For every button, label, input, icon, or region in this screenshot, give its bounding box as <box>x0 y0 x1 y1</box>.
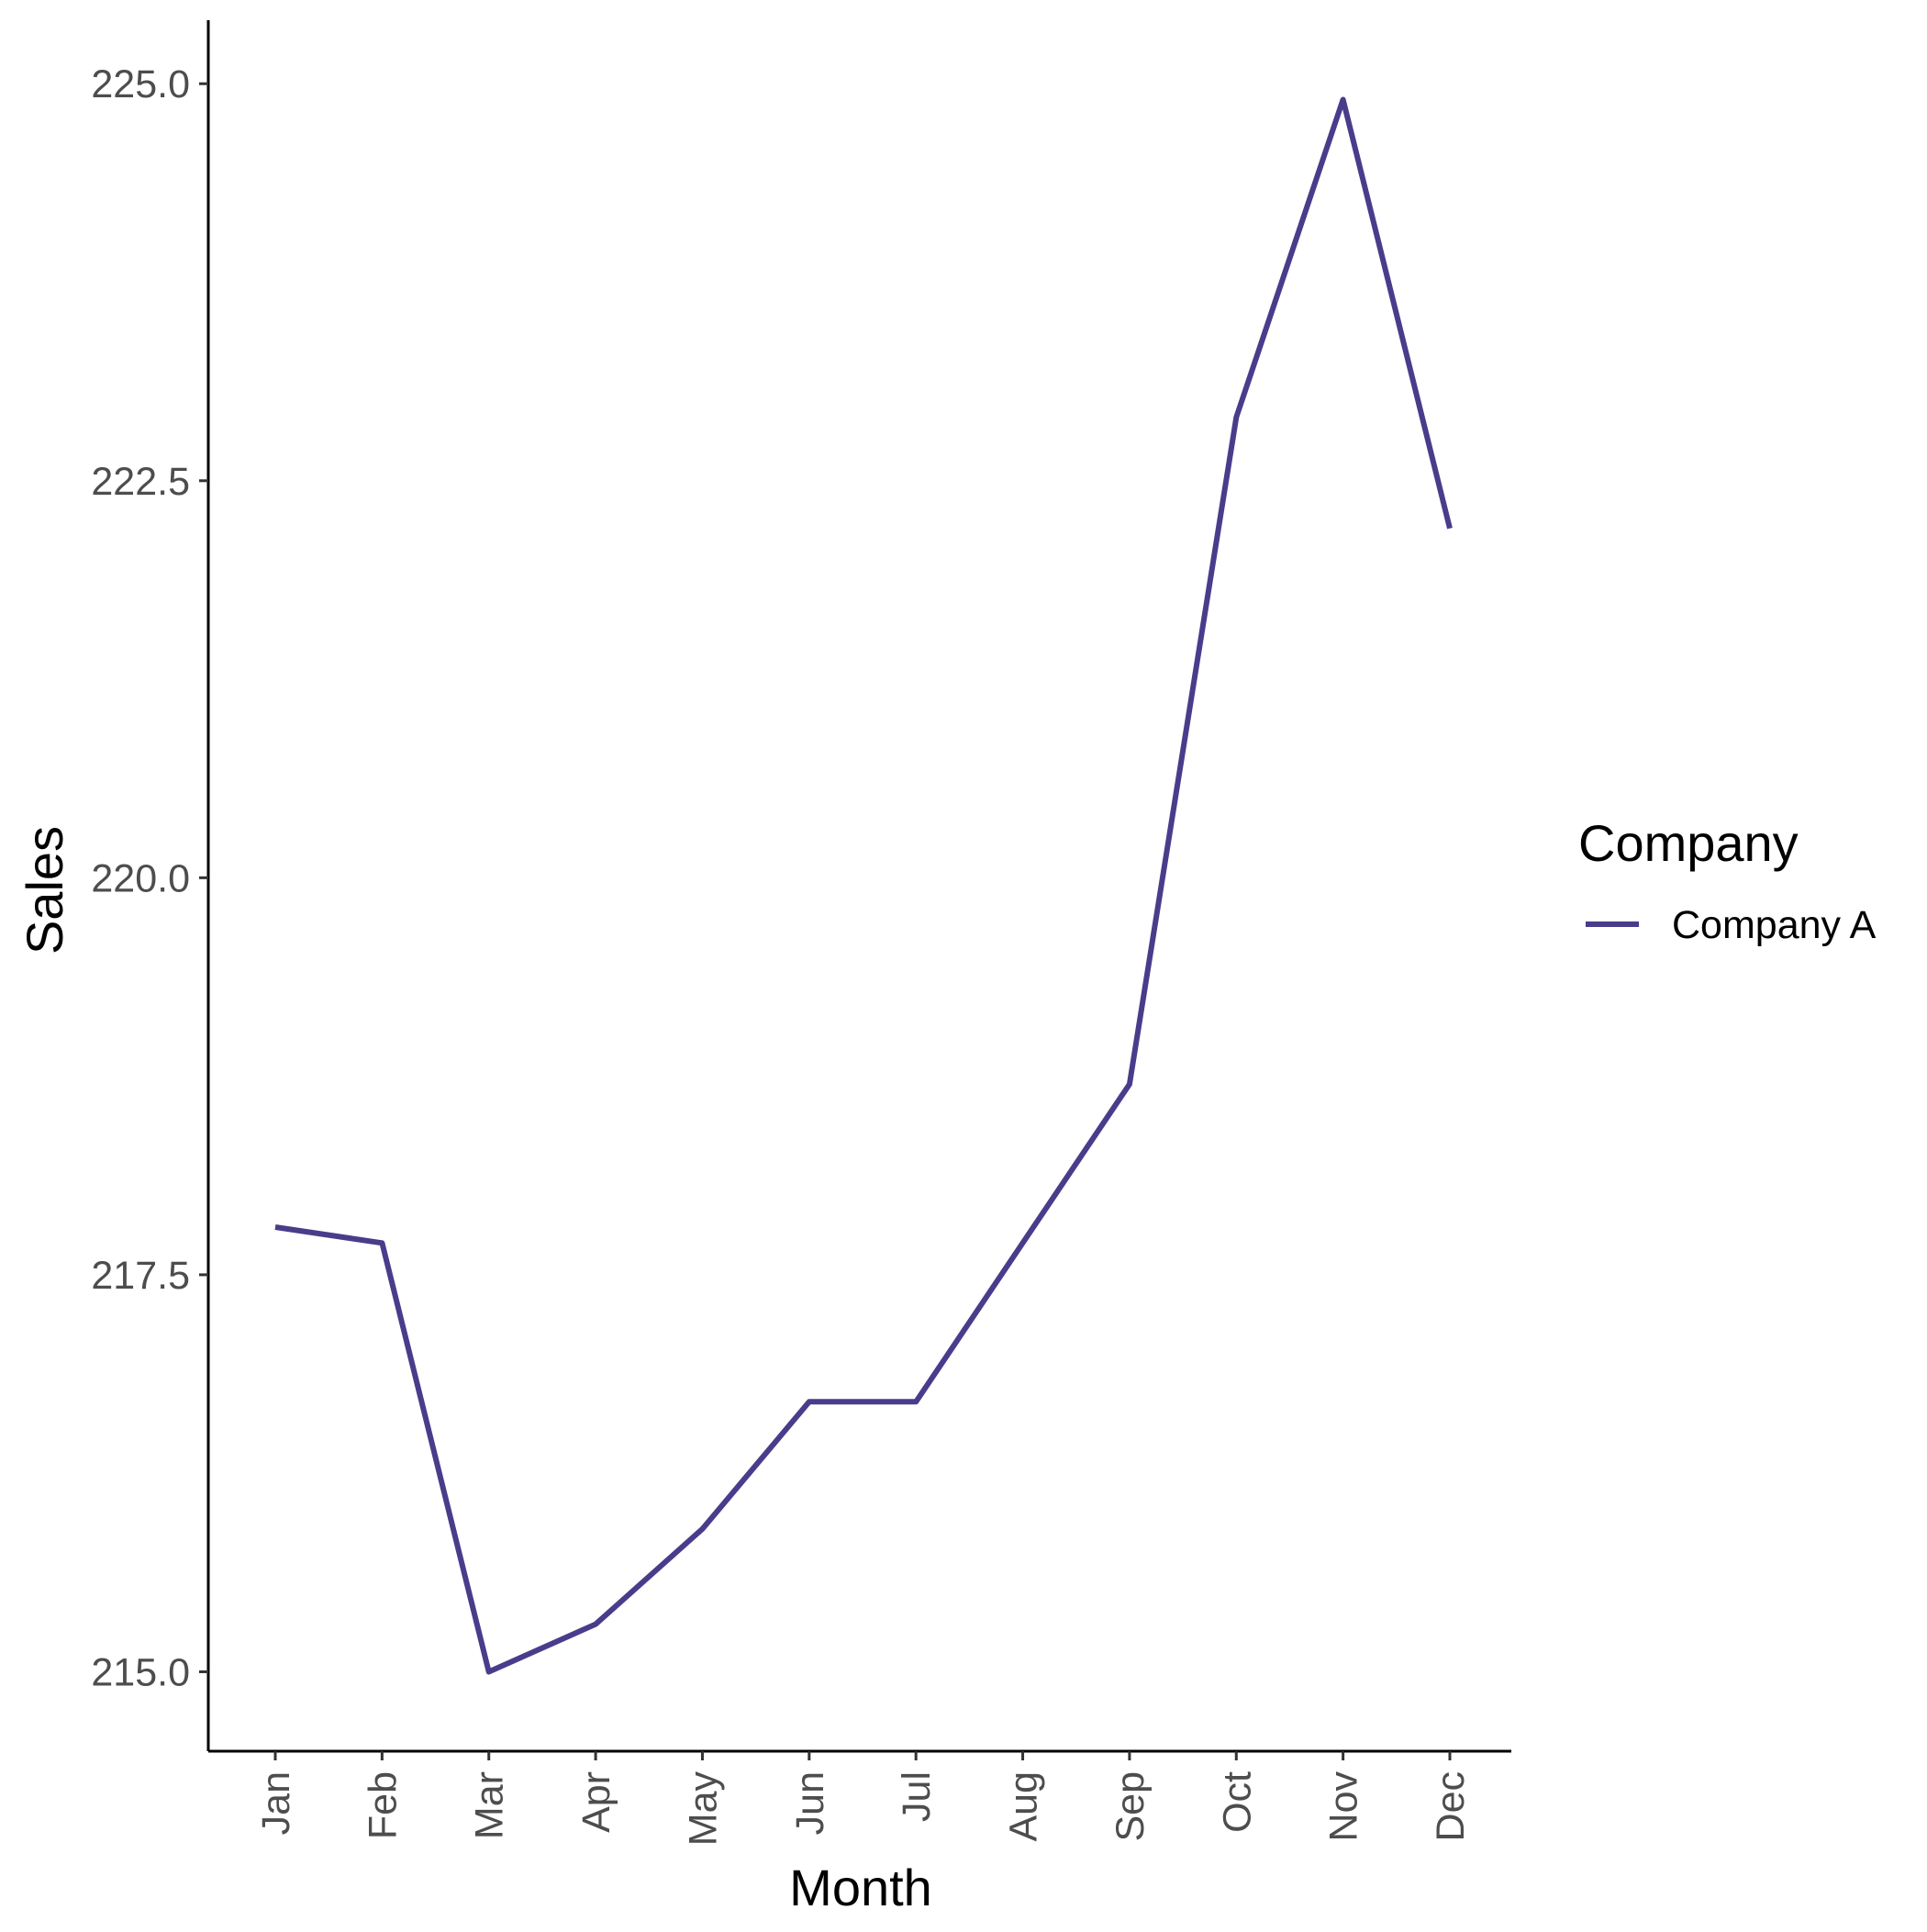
legend-title: Company <box>1578 814 1799 872</box>
y-tick-label: 222.5 <box>91 460 190 504</box>
series-line-company-a <box>274 96 1453 1675</box>
x-tick-label: Feb <box>361 1771 405 1839</box>
x-tick-label: Apr <box>574 1771 618 1833</box>
x-tick-label: Jun <box>788 1771 832 1835</box>
x-tick-label: Sep <box>1108 1771 1153 1842</box>
x-tick-label: Jul <box>895 1771 939 1822</box>
x-tick-label: Nov <box>1322 1771 1366 1842</box>
y-axis-title: Sales <box>16 826 73 955</box>
x-axis-title: Month <box>789 1859 932 1916</box>
x-tick-label: Dec <box>1429 1771 1473 1841</box>
x-tick-label: Oct <box>1215 1771 1259 1833</box>
y-tick-label: 220.0 <box>91 856 190 900</box>
x-tick-label: May <box>681 1771 725 1847</box>
x-tick-label: Mar <box>468 1771 512 1839</box>
x-tick-label: Aug <box>1002 1771 1046 1842</box>
y-tick-label: 225.0 <box>91 62 190 106</box>
y-tick-label: 215.0 <box>91 1650 190 1694</box>
x-tick-label: Jan <box>254 1771 298 1835</box>
y-tick-label: 217.5 <box>91 1254 190 1298</box>
plot-area: 215.0 217.5 220.0 222.5 225.0 Jan Feb Mar Apr May… <box>91 20 1511 1846</box>
legend: Company Company A <box>1578 814 1877 947</box>
legend-label-company-a: Company A <box>1672 903 1877 947</box>
